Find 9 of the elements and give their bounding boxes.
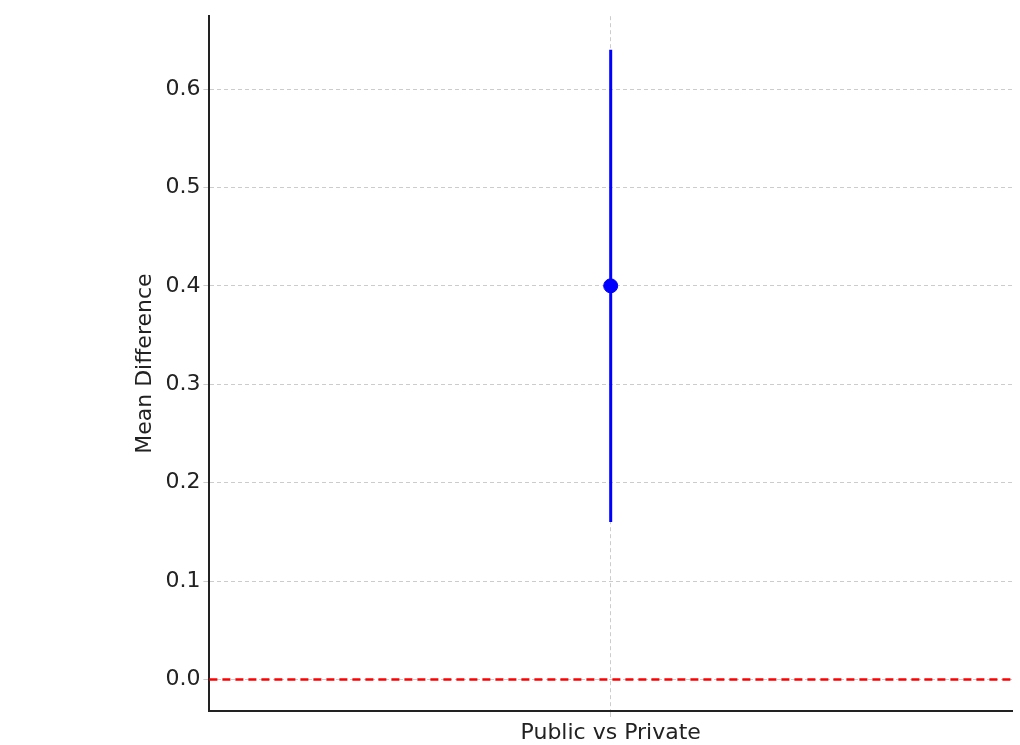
y-tick-label: 0.3 bbox=[165, 369, 201, 395]
y-tick-label: 0.2 bbox=[165, 468, 201, 494]
y-tick-label: 0.1 bbox=[165, 566, 201, 592]
y-tick-label: 0.6 bbox=[165, 74, 201, 100]
y-tick-label: 0.0 bbox=[165, 665, 201, 691]
y-axis-title: Mean Difference bbox=[130, 273, 156, 454]
x-tick-label: Public vs Private bbox=[520, 718, 701, 744]
y-tick-label: 0.5 bbox=[165, 173, 201, 199]
y-tick-label: 0.4 bbox=[165, 271, 201, 297]
